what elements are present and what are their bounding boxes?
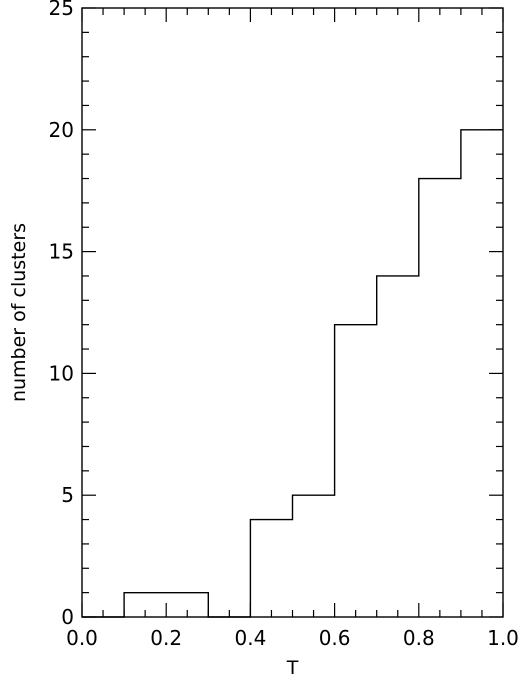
x-tick-label: 0.2 [150,626,182,650]
y-tick-label: 5 [61,483,74,507]
tick-labels: 0.0 0.2 0.4 0.6 0.8 1.0 0 5 10 15 20 25 [49,0,519,650]
x-tick-label: 1.0 [487,626,519,650]
x-tick-label: 0.4 [234,626,266,650]
y-tick-label: 20 [49,118,74,142]
y-tick-label: 15 [49,240,74,264]
plot-frame [81,7,504,618]
y-tick-label: 25 [49,0,74,20]
x-axis-title: T [286,657,299,679]
x-tick-label: 0.0 [66,626,98,650]
axis-ticks [81,7,504,618]
y-axis-title: number of clusters [8,223,30,402]
y-tick-label: 0 [61,605,74,629]
x-tick-label: 0.6 [319,626,351,650]
histogram-step-line [82,129,503,618]
x-tick-label: 0.8 [403,626,435,650]
y-tick-label: 10 [49,361,74,385]
